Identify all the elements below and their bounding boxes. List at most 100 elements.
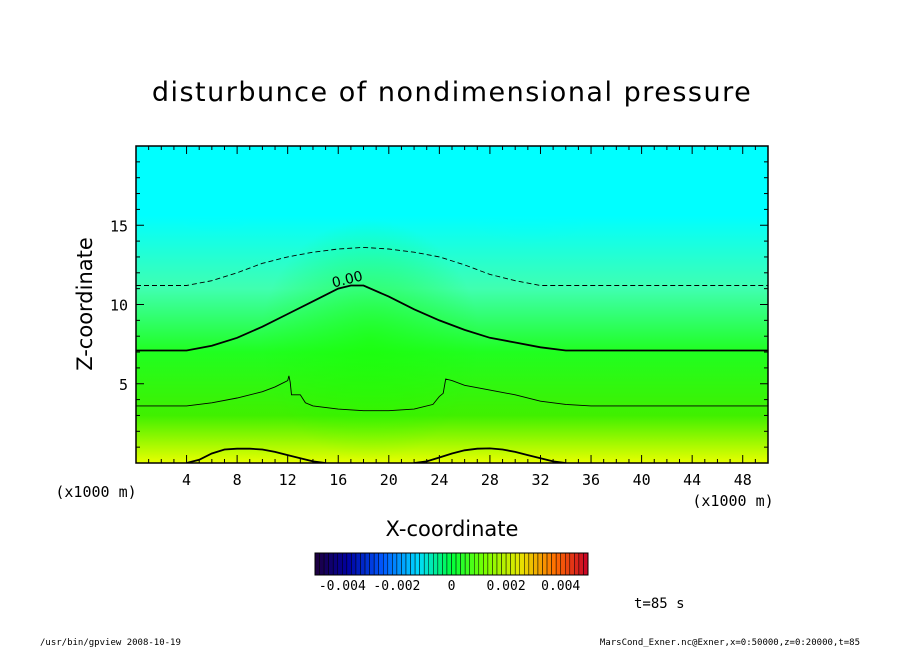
colorbar-cell	[533, 552, 539, 576]
x-tick-label: 32	[531, 471, 549, 489]
colorbar-cell	[578, 552, 584, 576]
y-tick-label: 15	[110, 217, 128, 235]
colorbar-cell	[401, 552, 407, 576]
x-axis-label: X-coordinate	[386, 517, 519, 541]
footer-right: MarsCond_Exner.nc@Exner,x=0:50000,z=0:20…	[599, 638, 860, 648]
colorbar-cell	[346, 552, 352, 576]
colorbar-cell	[505, 552, 511, 576]
colorbar-cell	[351, 552, 357, 576]
colorbar-cell	[387, 552, 393, 576]
colorbar-tick-label: 0.002	[487, 579, 526, 594]
colorbar-cell	[464, 552, 470, 576]
colorbar-cell	[373, 552, 379, 576]
colorbar-cell	[455, 552, 461, 576]
x-tick-label: 40	[633, 471, 651, 489]
contour-line-2	[136, 375, 768, 412]
contour-label: 0.00	[330, 268, 364, 291]
colorbar	[314, 552, 589, 576]
x-tick-label: 36	[582, 471, 600, 489]
colorbar-cell	[474, 552, 480, 576]
colorbar-cell	[414, 552, 420, 576]
colorbar-cell	[319, 552, 325, 576]
colorbar-cell	[519, 552, 525, 576]
x-tick-label: 4	[182, 471, 191, 489]
colorbar-cell	[446, 552, 452, 576]
colorbar-cell	[383, 552, 389, 576]
colorbar-cell	[560, 552, 566, 576]
colorbar-cell	[555, 552, 561, 576]
colorbar-cell	[369, 552, 375, 576]
x-tick-label: 48	[734, 471, 752, 489]
contour-line-0	[136, 284, 768, 352]
colorbar-cell	[528, 552, 534, 576]
colorbar-cell	[569, 552, 575, 576]
colorbar-cell	[423, 552, 430, 576]
colorbar-cell	[410, 552, 416, 576]
colorbar-cell	[460, 552, 466, 576]
y-axis-label: Z-coordinate	[73, 237, 97, 371]
colorbar-cell	[514, 552, 521, 576]
colorbar-cell	[342, 552, 348, 576]
colorbar-cell	[510, 552, 516, 576]
colorbar-cell	[537, 552, 543, 576]
colorbar-frame	[314, 552, 589, 576]
colorbar-cell	[583, 552, 589, 576]
colorbar-cell	[396, 552, 402, 576]
colorbar-cell	[364, 552, 370, 576]
y-ticks: 5 10 15	[110, 161, 768, 448]
colorbar-tick-label: 0.004	[541, 579, 580, 594]
colorbar-cell	[337, 552, 343, 576]
contour-line-3	[186, 447, 326, 463]
colorbar-cell	[483, 552, 489, 576]
chart-title: disturbunce of nondimensional pressure	[152, 77, 752, 108]
x-ticks: 4 8 12 16 20 24 28 32 36 40 44 48	[148, 146, 756, 489]
x-tick-label: 24	[430, 471, 448, 489]
colorbar-cell	[469, 552, 475, 576]
colorbar-cell	[501, 552, 507, 576]
colorbar-cell	[574, 552, 580, 576]
colorbar-tick-label: -0.004	[319, 579, 366, 594]
colorbar-cell	[405, 552, 411, 576]
colorbar-cell	[565, 552, 571, 576]
colorbar-cell	[442, 552, 448, 576]
colorbar-cell	[355, 552, 361, 576]
colorbar-cell	[451, 552, 457, 576]
field-cool-left	[145, 146, 285, 235]
colorbar-cell	[524, 552, 530, 576]
footer-left: /usr/bin/gpview 2008-10-19	[40, 638, 181, 648]
colorbar-cell	[433, 552, 439, 576]
colorbar-cell	[392, 552, 398, 576]
field-cool-right	[450, 146, 610, 245]
colorbar-cell	[437, 552, 443, 576]
colorbar-tick-label: 0	[448, 579, 456, 594]
contour-line-1	[136, 246, 768, 286]
x-unit-left: (x1000 m)	[55, 483, 136, 501]
plot-area: 0.00	[136, 146, 768, 463]
colorbar-cell	[328, 552, 334, 576]
colorbar-cell	[496, 552, 502, 576]
x-tick-label: 12	[279, 471, 297, 489]
x-tick-label: 20	[380, 471, 398, 489]
x-tick-label: 44	[683, 471, 701, 489]
colorbar-cell	[428, 552, 434, 576]
x-tick-label: 16	[329, 471, 347, 489]
colorbar-cell	[478, 552, 484, 576]
colorbar-cell	[546, 552, 552, 576]
colorbar-cell	[419, 552, 425, 576]
x-tick-label: 28	[481, 471, 499, 489]
x-tick-label: 8	[233, 471, 242, 489]
colorbar-cell	[542, 552, 548, 576]
y-tick-label: 5	[119, 376, 128, 394]
time-label: t=85 s	[634, 596, 685, 612]
colorbar-cell	[332, 552, 339, 576]
colorbar-cell	[551, 552, 557, 576]
colorbar-cell	[360, 552, 366, 576]
colorbar-ticks: -0.004 -0.002 0 0.002 0.004	[319, 579, 581, 594]
colorbar-cell	[487, 552, 493, 576]
colorbar-cell	[314, 552, 320, 576]
field-core	[260, 220, 480, 460]
colorbar-cell	[492, 552, 498, 576]
y-tick-label: 10	[110, 297, 128, 315]
x-unit-right: (x1000 m)	[692, 492, 773, 510]
